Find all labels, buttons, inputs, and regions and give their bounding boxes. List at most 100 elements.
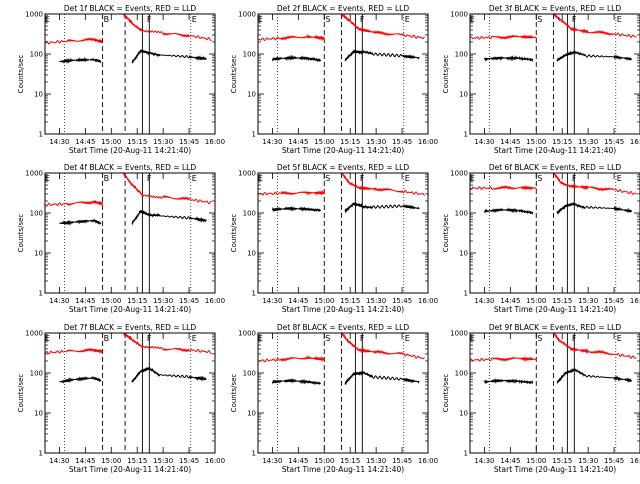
panel-title: Det 4f BLACK = Events, RED = LLD [64,163,197,172]
x-tick-label: 15:15 [340,457,360,465]
interval-marker-label: E [258,334,263,343]
interval-marker-label: E [470,174,475,183]
events-series-line [344,202,420,214]
lld-series-line [122,12,212,42]
x-tick-label: 16:00 [205,457,225,465]
lld-series-line [553,12,637,39]
interval-marker-label: F [147,174,152,183]
x-tick-label: 15:30 [366,457,386,465]
x-tick-label: 14:30 [49,457,69,465]
detector-panel: Det 1f BLACK = Events, RED = LLD 1 10 100 10… [17,4,225,155]
plot-frame [469,332,640,454]
lld-series-line [45,37,103,45]
x-tick-label: 15:30 [578,297,598,305]
lld-series-line [258,189,325,196]
x-tick-label: 14:45 [500,457,520,465]
x-tick-label: 16:00 [418,297,438,305]
x-tick-label: 15:00 [101,297,121,305]
y-axis-label: Counts/sec [17,374,25,413]
lld-series-line [470,185,537,191]
interval-marker-label: E [258,174,263,183]
x-tick-label: 14:30 [262,457,282,465]
y-tick-label: 1000 [450,170,468,178]
events-series-line [483,55,534,63]
x-axis-label: Start Time (20-Aug-11 14:21:40) [69,146,191,155]
x-axis-label: Start Time (20-Aug-11 14:21:40) [282,146,404,155]
plot-frame [257,332,429,454]
plot-frame [469,13,640,135]
interval-marker-label: E [405,174,410,183]
x-tick-label: 14:30 [474,138,494,146]
interval-marker-label: S [325,15,330,24]
x-tick-label: 15:00 [526,297,546,305]
y-tick-label: 100 [30,51,43,59]
detector-panel: Det 5f BLACK = Events, RED = LLD 1 10 100 10… [230,163,438,314]
y-tick-label: 10 [247,250,256,258]
interval-marker-label: B [104,15,110,24]
y-tick-label: 100 [30,370,43,378]
x-tick-label: 15:45 [604,297,624,305]
x-tick-label: 16:00 [205,297,225,305]
lld-series-line [122,172,212,205]
interval-marker-label: E [192,174,197,183]
plot-frame [257,172,429,294]
panel-title: Det 3f BLACK = Events, RED = LLD [489,4,622,13]
x-tick-label: 15:45 [179,297,199,305]
y-tick-label: 1000 [238,11,256,19]
lld-series-line [553,172,637,195]
plot-frame [257,13,429,135]
events-series-line [131,49,207,64]
x-tick-label: 16:00 [418,138,438,146]
events-series-line [59,375,102,384]
x-tick-label: 14:45 [500,297,520,305]
y-tick-label: 1 [252,450,256,458]
panel-title: Det 6f BLACK = Events, RED = LLD [489,163,622,172]
y-tick-label: 1 [464,290,468,298]
interval-marker-label: B [104,334,110,343]
y-axis-label: Counts/sec [442,214,450,253]
interval-marker-label: E [617,15,622,24]
interval-marker-label: B [104,174,110,183]
x-tick-label: 15:30 [153,138,173,146]
x-tick-label: 16:00 [630,297,640,305]
panel-title: Det 8f BLACK = Events, RED = LLD [277,323,410,332]
y-tick-label: 1 [464,131,468,139]
x-tick-label: 15:15 [340,297,360,305]
interval-marker-label: F [147,334,152,343]
x-tick-label: 15:30 [153,297,173,305]
events-series-line [271,205,322,213]
y-tick-label: 1000 [25,11,43,19]
x-tick-label: 14:45 [288,297,308,305]
x-tick-label: 15:45 [179,138,199,146]
x-tick-label: 15:30 [578,457,598,465]
x-tick-label: 15:30 [578,138,598,146]
x-tick-label: 15:45 [179,457,199,465]
events-series-line [483,207,534,216]
plot-frame [44,13,216,135]
events-series-line [131,366,207,383]
y-tick-label: 100 [243,370,256,378]
detector-panel: Det 7f BLACK = Events, RED = LLD 1 10 100 10… [17,323,225,474]
plot-frame [469,172,640,294]
y-tick-label: 10 [34,410,43,418]
x-tick-label: 15:15 [340,138,360,146]
x-axis-label: Start Time (20-Aug-11 14:21:40) [494,465,616,474]
lld-series-line [45,347,104,355]
y-tick-label: 1000 [25,170,43,178]
x-tick-label: 14:30 [262,138,282,146]
y-axis-label: Counts/sec [230,374,238,413]
y-axis-label: Counts/sec [230,55,238,94]
events-series-line [556,200,632,215]
y-tick-label: 1 [252,131,256,139]
x-tick-label: 15:15 [552,138,572,146]
interval-marker-label: E [45,174,50,183]
interval-marker-label: E [470,334,475,343]
x-axis-label: Start Time (20-Aug-11 14:21:40) [282,305,404,314]
x-tick-label: 14:30 [474,457,494,465]
x-tick-label: 15:00 [526,457,546,465]
x-tick-label: 15:00 [314,138,334,146]
x-tick-label: 14:45 [288,138,308,146]
x-tick-label: 15:15 [552,297,572,305]
interval-marker-label: S [325,334,330,343]
